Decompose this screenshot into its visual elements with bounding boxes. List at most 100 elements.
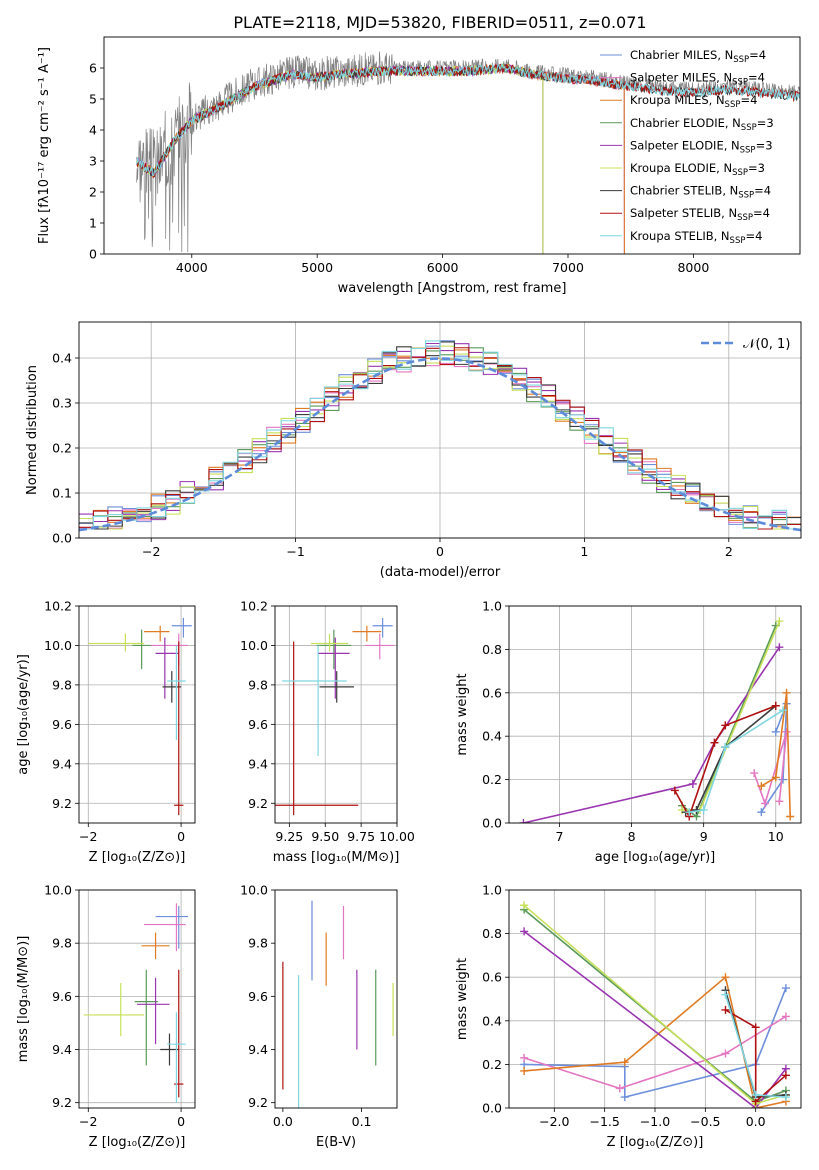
weight-line [523,646,781,823]
y-tick-label: 9.2 [52,796,72,811]
y-tick-label: 0.6 [482,685,502,700]
y-tick-label: 9.2 [52,1095,72,1110]
x-axis-label: E(B-V) [316,1135,356,1150]
legend-entry: Chabrier MILES, NSSP=4 [630,48,766,65]
panel-spectrum: 4000 5000 6000 7000 8000 0 1 2 3 4 5 6 wavelength [A… [37,36,801,296]
y-axis-label: mass [log₁₀(M/M⊙)] [16,936,31,1063]
weight-marker [786,812,795,821]
x-tick-label: 0 [177,1114,185,1129]
y-tick-label: 0.3 [52,396,72,411]
weight-marker [699,805,708,814]
weight-marker [721,990,730,999]
panel-age-vs-mass: 9.25 9.50 9.75 10.00 9.2 9.4 9.6 9.8 10.0 10.2 mas… [240,599,415,866]
y-tick-label: 9.6 [248,989,268,1004]
plot-area [282,900,394,1108]
x-tick-label: 0.0 [273,1114,293,1129]
x-axis-label: wavelength [Angstrom, rest frame] [338,281,567,296]
y-tick-label: 2 [89,185,97,200]
y-tick-label: 9.8 [52,936,72,951]
weight-line [760,692,791,817]
x-tick-label: 4000 [176,260,208,275]
y-tick-label: 0.4 [482,729,502,744]
y-tick-label: 0.2 [482,1057,502,1072]
y-tick-label: 9.8 [248,677,268,692]
weight-marker [751,1023,760,1032]
legend-entry: Kroupa ELODIE, NSSP=3 [630,161,765,178]
weight-marker [520,927,529,936]
weight-marker [520,901,529,910]
residual-histogram [79,340,801,530]
weight-marker [685,808,694,817]
weight-marker [721,1005,730,1014]
axes-frame [508,605,802,824]
weight-marker [721,743,730,752]
weight-marker [771,773,780,782]
x-axis-label: Z [log₁₀(Z/Z⊙)] [607,1135,704,1150]
legend-entry: Salpeter MILES, NSSP=4 [630,71,765,88]
model-spectrum-line [136,64,800,176]
x-tick-label: 1 [580,544,588,559]
weight-marker [775,617,784,626]
panel-mass-vs-ebv: 0.0 0.1 9.2 9.4 9.6 9.8 10.0 E(B-V) [240,883,398,1150]
panel-residuals: −2 −1 0 1 2 0.0 0.1 0.2 0.3 0.4 (data-model)/error… [25,321,802,580]
plot-area [79,340,801,532]
weight-marker [781,984,790,993]
weight-marker [775,797,784,806]
y-tick-label: 0.1 [52,486,72,501]
weight-marker [757,808,766,817]
x-tick-label: 10 [768,829,784,844]
weight-marker [781,1012,790,1021]
y-axis-label: mass weight [455,958,470,1040]
weight-marker [760,799,769,808]
normal-reference-curve [79,357,801,532]
plot-area [88,617,192,816]
legend-entry: Salpeter STELIB, NSSP=4 [630,206,770,223]
y-tick-label: 1.0 [482,883,502,898]
plot-area [83,903,189,1103]
axes-frame [103,36,801,255]
axes-frame [274,889,398,1109]
axes-frame [78,321,802,539]
weight-line [523,930,787,1108]
weight-marker [750,769,759,778]
y-tick-label: 10.0 [240,638,268,653]
weight-marker [782,688,791,697]
panel-age-vs-z: −2 0 9.2 9.4 9.6 9.8 10.0 10.2 Z [log₁₀(Z/Z⊙)] ag… [16,599,196,865]
y-axis-label: Normed distribution [25,365,40,495]
y-tick-label: 0 [89,247,97,262]
weight-marker [620,1058,629,1067]
x-tick-label: 8 [628,829,636,844]
y-tick-label: 9.4 [248,1042,268,1057]
x-tick-label: −1.0 [640,1114,670,1129]
y-tick-label: 9.4 [52,756,72,771]
y-tick-label: 0.8 [482,926,502,941]
x-tick-label: −2 [79,1114,97,1129]
y-tick-label: 3 [89,154,97,169]
y-tick-label: 0.6 [482,970,502,985]
weight-marker [710,738,719,747]
x-tick-label: 10.00 [379,829,415,844]
x-tick-label: 0 [436,544,444,559]
x-tick-label: −2 [79,829,97,844]
figure-title: PLATE=2118, MJD=53820, FIBERID=0511, z=0… [233,13,646,32]
model-spectrum-line [136,63,800,177]
weight-marker [688,779,697,788]
x-tick-label: 7000 [552,260,584,275]
y-tick-label: 10.0 [240,883,268,898]
panel-weight-vs-z: −2.0 −1.5 −1.0 −0.5 0.0 0.0 0.2 0.4 0.6 0.8 1.0 Z [… [455,883,802,1150]
weight-marker [721,1049,730,1058]
axes-frame [274,605,398,824]
weight-line [725,1009,787,1104]
weight-marker [519,819,528,823]
axes-frame [78,605,196,824]
x-tick-label: 9.25 [275,829,303,844]
y-tick-label: 0.8 [482,642,502,657]
y-tick-label: 9.6 [52,989,72,1004]
legend-entry: 𝒩(0, 1) [743,337,790,352]
x-tick-label: 5000 [301,260,333,275]
weight-marker [771,727,780,736]
weight-marker [781,1093,790,1102]
x-axis-label: (data-model)/error [380,565,501,580]
panel-weight-vs-age: 7 8 9 10 0.0 0.2 0.4 0.6 0.8 1.0 age [log₁₀(age/yr… [455,599,802,865]
weight-marker [775,643,784,652]
